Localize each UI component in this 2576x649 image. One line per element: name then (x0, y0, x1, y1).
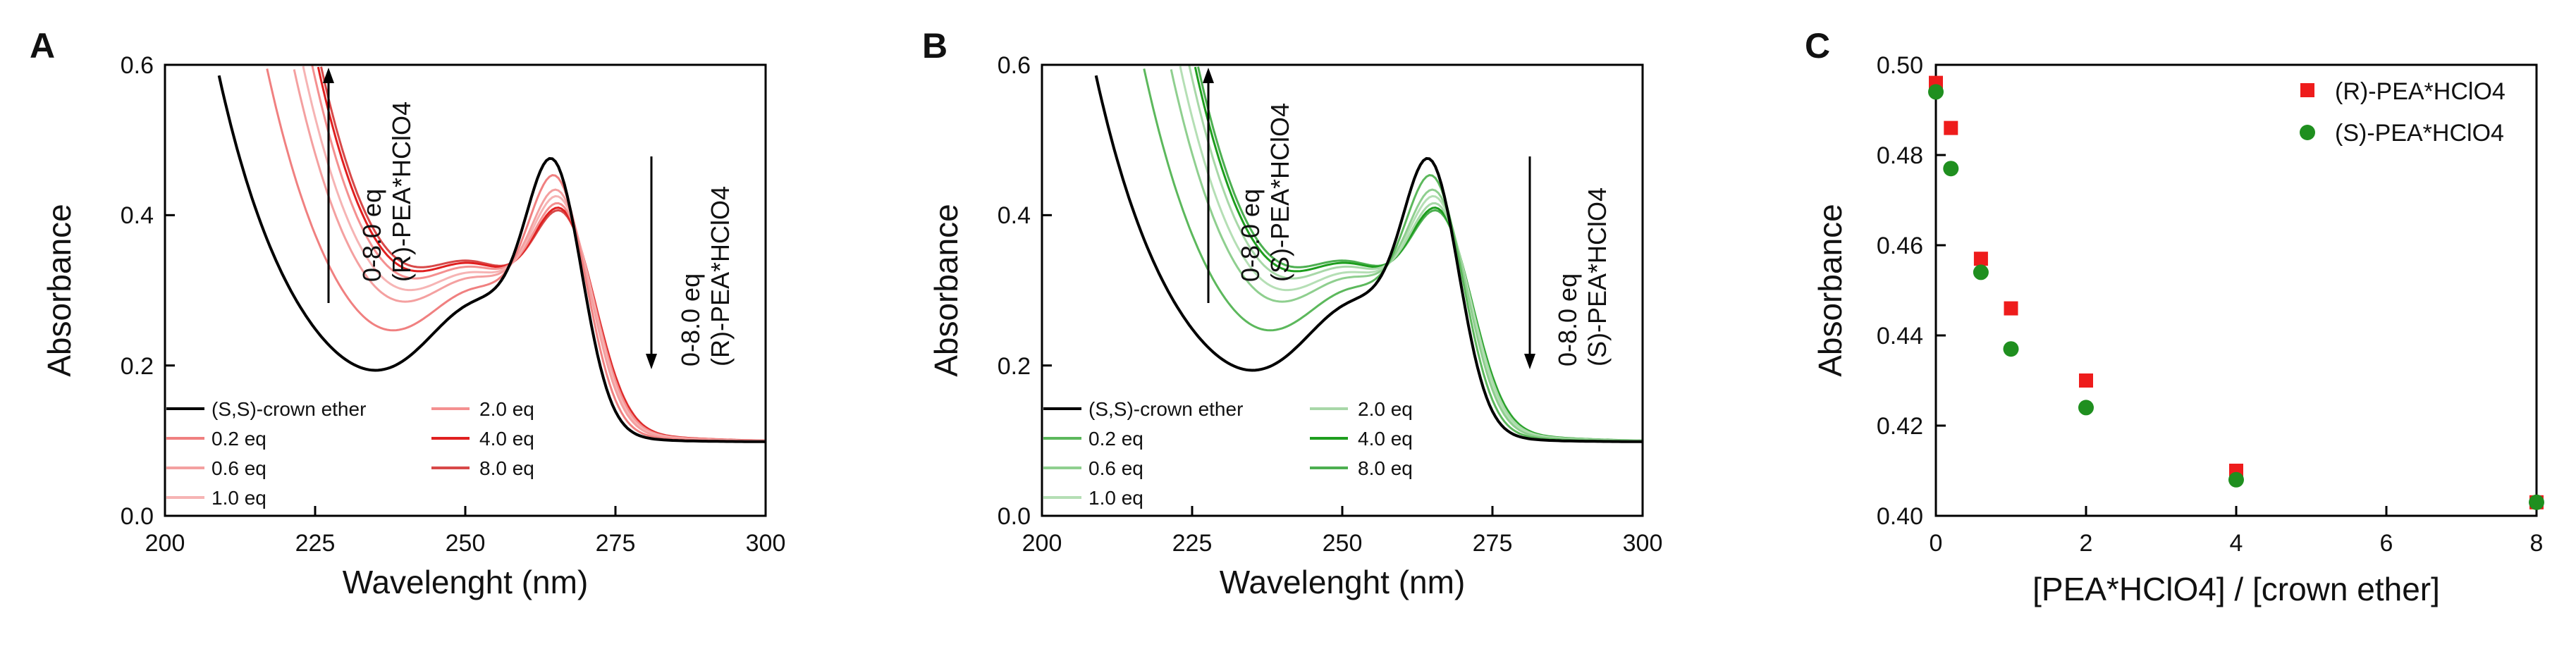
panel-b-xtick-label: 200 (1022, 530, 1062, 557)
panel-a-ticks (164, 63, 767, 517)
panel-a-xtick-label: 275 (596, 530, 636, 557)
panel-b-ytick-label: 0.0 (998, 503, 1031, 530)
panel-c-ticks (1934, 63, 2538, 517)
panel-b-ticks (1041, 63, 1644, 517)
legend-label: 8.0 eq (479, 457, 534, 479)
legend-label: 4.0 eq (1358, 428, 1413, 450)
panel-b-down-arrow-head (1524, 354, 1535, 369)
data-point-r-square (1944, 120, 1958, 135)
panel-b-curves (1094, 64, 1643, 443)
panel-c-xtick-label: 8 (2530, 530, 2544, 557)
panel-a-xtick-label: 225 (295, 530, 336, 557)
panel-b-annotation-up-line2: (S)-PEA*HClO4 (1265, 103, 1294, 282)
panel-a-x-axis-title: Wavelenght (nm) (343, 564, 589, 600)
panel-b-xtick-label: 275 (1473, 530, 1513, 557)
data-point-s-circle (1943, 161, 1959, 177)
panel-a-xtick-label: 250 (446, 530, 486, 557)
legend-label: 1.0 eq (211, 487, 266, 509)
panel-c-points (1928, 75, 2544, 510)
data-point-s-circle (1928, 84, 1944, 100)
data-point-r-square (1973, 252, 1988, 266)
panel-a-annotation-up-line1: 0-8.0 eq (357, 189, 386, 282)
panel-a-annotation-down-line1: 0-8.0 eq (676, 273, 705, 366)
panel-b-xtick-label: 250 (1323, 530, 1363, 557)
panel-a-xtick-label: 300 (746, 530, 786, 557)
data-point-s-circle (1973, 264, 1989, 280)
panel-c-ytick-label: 0.44 (1877, 323, 1923, 350)
panel-c-x-axis-title: [PEA*HClO4] / [crown ether] (2032, 571, 2440, 607)
panel-a-y-axis-title: Absorbance (41, 204, 78, 377)
panel-b-xtick-label: 300 (1623, 530, 1663, 557)
panel-a-up-arrow-head (323, 68, 334, 83)
panel-b-y-axis-title: Absorbance (928, 204, 964, 377)
data-point-s-circle (2529, 494, 2544, 510)
panel-a-ytick-label: 0.0 (121, 503, 154, 530)
legend-square-marker (2300, 83, 2314, 97)
legend-circle-marker (2300, 125, 2315, 140)
legend-label: 8.0 eq (1358, 457, 1413, 479)
panel-b-ytick-label: 0.6 (998, 52, 1031, 79)
panel-c-ytick-label: 0.42 (1877, 413, 1923, 440)
panel-b-xtick-label: 225 (1172, 530, 1213, 557)
panel-a: A 200 225 250 275 300 0.0 0.2 0.4 0.6 Wa… (30, 26, 785, 600)
panel-c-xtick-label: 6 (2380, 530, 2393, 557)
panel-a-down-arrow-head (646, 354, 657, 369)
panel-c-y-axis-title: Absorbance (1812, 204, 1848, 377)
data-point-s-circle (2078, 400, 2094, 416)
panel-a-annotation-down-line2: (R)-PEA*HClO4 (706, 186, 735, 366)
panel-a-ytick-label: 0.6 (121, 52, 154, 79)
legend-label: 4.0 eq (479, 428, 534, 450)
panel-c-ytick-label: 0.50 (1877, 52, 1923, 79)
panel-b-annotation-up-line1: 0-8.0 eq (1236, 189, 1265, 282)
legend-label: 1.0 eq (1088, 487, 1143, 509)
data-point-r-square (2079, 373, 2093, 388)
legend-label: 0.6 eq (211, 457, 266, 479)
legend-label: 2.0 eq (479, 398, 534, 420)
panel-b-ytick-label: 0.2 (998, 353, 1031, 380)
legend-label: 2.0 eq (1358, 398, 1413, 420)
panel-c: C 0 2 4 6 8 0.40 0.42 0.44 0.46 0.48 0.5… (1805, 26, 2544, 607)
legend-label: 0.2 eq (1088, 428, 1143, 450)
panel-c-xtick-label: 2 (2080, 530, 2093, 557)
spectrum-line-0-eq (217, 75, 766, 443)
legend-label: (S)-PEA*HClO4 (2335, 120, 2504, 147)
panel-a-ytick-label: 0.2 (121, 353, 154, 380)
panel-c-ytick-label: 0.48 (1877, 142, 1923, 169)
spectrum-line-0.2-eq (1143, 68, 1643, 443)
panel-b-x-axis-title: Wavelenght (nm) (1220, 564, 1466, 600)
panel-a-letter: A (30, 26, 55, 66)
panel-c-legend: (R)-PEA*HClO4 (S)-PEA*HClO4 (2300, 78, 2506, 147)
data-point-s-circle (2003, 341, 2019, 357)
panel-b-legend: (S,S)-crown ether 0.2 eq 0.6 eq 1.0 eq 2… (1043, 398, 1413, 509)
panel-b-annotation-down-line2: (S)-PEA*HClO4 (1583, 187, 1612, 366)
panel-c-xtick-label: 4 (2230, 530, 2243, 557)
panel-b-ytick-label: 0.4 (998, 202, 1031, 229)
panel-b-letter: B (922, 26, 947, 66)
legend-label: (S,S)-crown ether (1088, 398, 1243, 420)
spectrum-line-0-eq (1094, 75, 1643, 443)
panel-a-xtick-label: 200 (145, 530, 185, 557)
panel-a-legend: (S,S)-crown ether 0.2 eq 0.6 eq 1.0 eq 2… (166, 398, 534, 509)
panel-c-ytick-label: 0.46 (1877, 233, 1923, 259)
panel-c-ytick-label: 0.40 (1877, 503, 1923, 530)
legend-label: (S,S)-crown ether (211, 398, 366, 420)
data-point-s-circle (2228, 471, 2244, 488)
panel-c-letter: C (1805, 26, 1830, 66)
panel-a-ytick-label: 0.4 (121, 202, 154, 229)
panel-b: B 200 225 250 275 300 0.0 0.2 0.4 0.6 Wa… (922, 26, 1662, 600)
panel-c-xtick-label: 0 (1930, 530, 1943, 557)
spectrum-line-0.2-eq (266, 68, 766, 443)
data-point-r-square (2004, 301, 2018, 316)
legend-label: 0.6 eq (1088, 457, 1143, 479)
panel-b-up-arrow-head (1203, 68, 1214, 83)
panel-b-annotation-down-line1: 0-8.0 eq (1553, 273, 1582, 366)
legend-label: 0.2 eq (211, 428, 266, 450)
panel-a-curves (217, 64, 766, 443)
panel-a-annotation-up-line2: (R)-PEA*HClO4 (387, 101, 416, 282)
legend-label: (R)-PEA*HClO4 (2335, 78, 2506, 105)
